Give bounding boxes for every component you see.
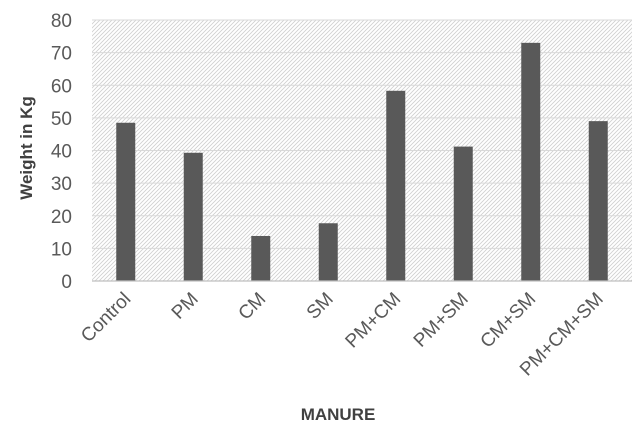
x-tick-label: CM+SM [477,289,541,353]
gridlines [92,19,632,249]
y-axis-title: Weight in Kg [17,96,36,200]
y-tick-label: 30 [51,174,72,195]
x-tick-label: PM [168,289,203,324]
y-tick-label: 40 [51,142,72,163]
y-tick-label: 0 [61,272,72,293]
x-tick-label: PM+CM [342,289,406,353]
bar-cm [251,235,271,281]
bar-cm-plus-sm [521,42,541,282]
bar-pm-plus-cm [386,90,406,281]
bars [116,42,608,282]
x-tick-label: SM [303,289,338,324]
y-tick-labels: 0 10 20 30 40 50 60 70 80 [51,11,72,293]
y-tick-label: 10 [51,239,72,260]
x-tick-label: PM+SM [410,289,473,352]
x-axis-title: MANURE [301,405,376,424]
bar-pm-plus-cm-plus-sm [588,121,608,281]
y-tick-label: 50 [51,109,72,130]
bar-control [116,122,136,281]
y-tick-label: 70 [51,44,72,65]
y-tick-label: 20 [51,207,72,228]
x-tick-label: Control [77,289,135,347]
bar-pm [183,152,203,281]
bar-pm-plus-sm [453,146,473,281]
y-tick-label: 80 [51,11,72,32]
bar-sm [318,223,338,281]
x-tick-label: CM [235,289,271,325]
y-tick-label: 60 [51,76,72,97]
